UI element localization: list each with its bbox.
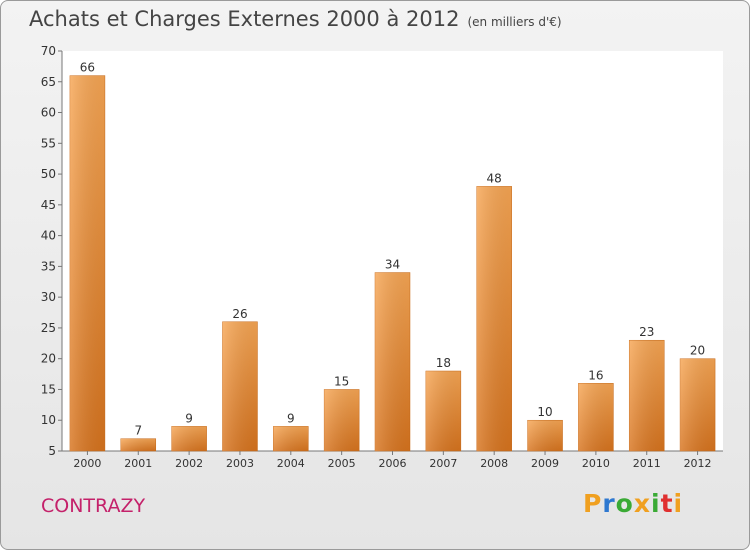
x-tick-label: 2010 <box>582 457 610 470</box>
x-tick-label: 2003 <box>226 457 254 470</box>
y-tick-label: 60 <box>41 106 56 120</box>
municipality-name: CONTRAZY <box>41 495 146 517</box>
data-label: 15 <box>334 374 349 388</box>
data-label: 10 <box>537 405 552 419</box>
x-tick-label: 2006 <box>379 457 407 470</box>
data-label: 20 <box>690 344 705 358</box>
bar-shade <box>375 272 410 451</box>
y-tick-label: 65 <box>41 75 56 89</box>
data-label: 34 <box>385 258 400 272</box>
bar-shade <box>171 426 207 451</box>
bar-shade <box>527 420 563 451</box>
y-tick-label: 15 <box>41 382 56 396</box>
x-tick-label: 2012 <box>684 457 712 470</box>
y-tick-label: 5 <box>48 444 56 458</box>
x-tick-label: 2000 <box>73 457 101 470</box>
x-tick-label: 2002 <box>175 457 203 470</box>
y-tick-label: 10 <box>41 413 56 427</box>
proxiti-logo: Proxiti <box>583 489 683 518</box>
bar-shade <box>324 389 360 451</box>
bar-shade <box>629 340 665 451</box>
y-tick-label: 45 <box>41 198 56 212</box>
y-tick-label: 50 <box>41 167 56 181</box>
logo-letter: r <box>602 489 616 518</box>
bar-shade <box>273 426 309 451</box>
x-tick-label: 2007 <box>429 457 457 470</box>
logo-letter: x <box>633 489 651 518</box>
x-tick-label: 2008 <box>480 457 508 470</box>
title-text: Achats et Charges Externes 2000 à 2012 <box>29 7 460 31</box>
data-label: 23 <box>639 325 654 339</box>
data-label: 48 <box>487 171 502 185</box>
logo-letter: o <box>615 489 634 518</box>
y-tick-label: 30 <box>41 290 56 304</box>
bar-shade <box>680 358 716 451</box>
data-label: 66 <box>80 61 95 75</box>
x-tick-label: 2005 <box>328 457 356 470</box>
x-tick-label: 2001 <box>124 457 152 470</box>
logo-letter: i <box>651 489 661 518</box>
data-label: 16 <box>588 368 603 382</box>
data-label: 9 <box>287 411 295 425</box>
chart-subtitle: (en milliers d'€) <box>467 15 562 29</box>
data-label: 26 <box>232 307 247 321</box>
data-label: 9 <box>185 411 193 425</box>
logo-letter: t <box>660 489 674 518</box>
bar-shade <box>69 75 105 451</box>
x-tick-label: 2009 <box>531 457 559 470</box>
bar-shade <box>120 438 156 451</box>
logo-letter: i <box>673 489 684 518</box>
data-label: 18 <box>436 356 451 370</box>
y-tick-label: 55 <box>41 136 56 150</box>
logo-letter: P <box>583 489 603 518</box>
y-tick-label: 40 <box>41 229 56 243</box>
x-tick-label: 2004 <box>277 457 305 470</box>
bar-shade <box>578 383 614 451</box>
y-tick-label: 25 <box>41 321 56 335</box>
bar-shade <box>425 371 461 451</box>
y-tick-label: 35 <box>41 259 56 273</box>
chart-title: Achats et Charges Externes 2000 à 2012 (e… <box>29 7 562 31</box>
y-tick-label: 70 <box>41 44 56 58</box>
bar-shade <box>222 321 258 451</box>
x-tick-label: 2011 <box>633 457 661 470</box>
data-label: 7 <box>134 424 142 438</box>
bar-shade <box>476 186 512 451</box>
y-tick-label: 20 <box>41 352 56 366</box>
